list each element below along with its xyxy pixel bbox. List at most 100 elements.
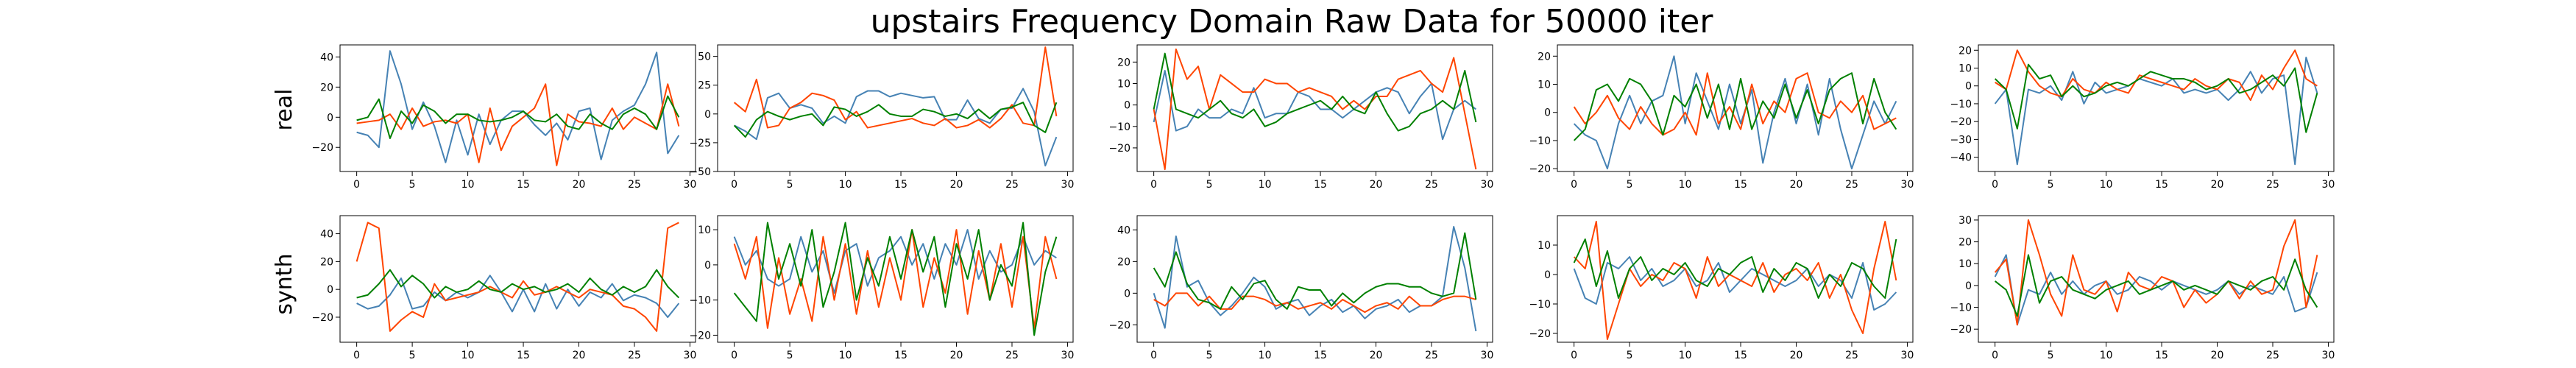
y-tick-label: 0 xyxy=(1965,81,1972,93)
x-tick-label: 20 xyxy=(1790,179,1803,191)
x-tick-label: 30 xyxy=(1901,350,1914,361)
series-line-1 xyxy=(733,229,1057,294)
series-line-3 xyxy=(1994,63,2318,133)
x-tick-label: 30 xyxy=(2322,179,2335,191)
axes-frame xyxy=(339,215,696,343)
y-tick-label: 10 xyxy=(1958,258,1972,270)
x-tick-label: 25 xyxy=(628,179,641,191)
x-tick-label: 0 xyxy=(731,350,737,361)
x-tick-label: 15 xyxy=(1314,179,1327,191)
series-line-1 xyxy=(1994,56,2318,166)
x-tick-label: 0 xyxy=(1571,179,1577,191)
subplot-synth-1: 0 5 10 15 20 25 30 −20 0 20 40 xyxy=(311,215,696,361)
x-tick-label: 30 xyxy=(1061,179,1075,191)
y-tick-label: −20 xyxy=(1529,328,1551,340)
x-tick-label: 10 xyxy=(839,179,852,191)
x-tick-label: 5 xyxy=(1627,179,1633,191)
series-line-3 xyxy=(733,102,1058,138)
series-line-3 xyxy=(1573,72,1897,141)
series-line-3 xyxy=(356,95,680,139)
x-tick-label: 5 xyxy=(787,350,793,361)
y-tick-label: 0 xyxy=(1965,280,1972,292)
x-tick-label: 15 xyxy=(2155,179,2168,191)
subplot-real-4: 0 5 10 15 20 25 30 −20 −10 0 10 20 xyxy=(1529,44,1914,191)
x-tick-label: 0 xyxy=(1150,179,1157,191)
y-tick-label: 10 xyxy=(1958,63,1972,74)
x-tick-label: 20 xyxy=(1370,179,1383,191)
y-tick-label: −10 xyxy=(689,295,711,307)
y-tick-label: 0 xyxy=(327,284,333,296)
axes-frame xyxy=(1557,44,1914,172)
x-tick-label: 15 xyxy=(517,350,530,361)
y-tick-label: −20 xyxy=(1950,116,1972,128)
x-tick-label: 25 xyxy=(2266,179,2279,191)
series-line-1 xyxy=(356,275,680,318)
x-tick-label: 0 xyxy=(1571,350,1577,361)
series-line-2 xyxy=(1573,72,1897,136)
x-tick-label: 30 xyxy=(1061,350,1075,361)
x-tick-label: 5 xyxy=(1206,350,1213,361)
axes-frame xyxy=(339,44,696,172)
x-tick-label: 30 xyxy=(1481,179,1494,191)
series-line-2 xyxy=(733,229,1058,329)
axes-frame xyxy=(717,215,1074,343)
y-tick-label: 40 xyxy=(320,52,333,63)
y-tick-label: −20 xyxy=(1108,143,1130,155)
y-tick-label: 10 xyxy=(1538,79,1551,91)
x-tick-label: 20 xyxy=(950,350,963,361)
subplot-real-5: 0 5 10 15 20 25 30 −40 −30 −20 −10 0 10 20 xyxy=(1950,44,2335,191)
axes-frame xyxy=(1978,215,2335,343)
y-tick-label: 20 xyxy=(320,256,333,268)
x-tick-label: 10 xyxy=(1679,350,1692,361)
axes-frame xyxy=(717,44,1074,172)
y-tick-label: −50 xyxy=(689,166,711,178)
x-tick-label: 10 xyxy=(2100,179,2113,191)
x-tick-label: 5 xyxy=(1206,179,1213,191)
y-tick-label: 20 xyxy=(1117,57,1130,68)
y-tick-label: 20 xyxy=(1117,256,1130,268)
series-line-2 xyxy=(1153,48,1477,171)
y-tick-label: −10 xyxy=(1529,299,1551,311)
axes-frame xyxy=(1136,215,1493,343)
series-line-1 xyxy=(1994,254,2318,326)
x-tick-label: 10 xyxy=(461,350,475,361)
x-tick-label: 15 xyxy=(1734,350,1747,361)
series-group xyxy=(733,222,1058,336)
y-tick-label: 40 xyxy=(320,229,333,241)
x-tick-label: 20 xyxy=(1790,350,1803,361)
y-tick-label: −20 xyxy=(1108,319,1130,331)
x-tick-label: 20 xyxy=(573,179,586,191)
y-tick-label: 0 xyxy=(1544,107,1551,119)
y-tick-label: −20 xyxy=(689,330,711,342)
x-tick-label: 25 xyxy=(1005,179,1019,191)
subplot-synth-2: 0 5 10 15 20 25 30 −20 −10 0 10 xyxy=(689,215,1075,361)
series-group xyxy=(1573,55,1897,170)
y-tick-label: −10 xyxy=(1950,99,1972,110)
x-tick-label: 10 xyxy=(2100,350,2113,361)
x-tick-label: 20 xyxy=(950,179,963,191)
series-line-2 xyxy=(1995,49,2318,102)
y-tick-label: −40 xyxy=(1950,152,1972,164)
y-tick-label: 0 xyxy=(704,260,711,272)
series-line-2 xyxy=(356,83,680,166)
y-tick-label: 10 xyxy=(1538,240,1551,252)
series-line-2 xyxy=(355,222,679,332)
x-tick-label: 5 xyxy=(2048,350,2054,361)
x-tick-label: 20 xyxy=(1370,350,1383,361)
x-tick-label: 25 xyxy=(628,350,641,361)
x-tick-label: 0 xyxy=(353,350,360,361)
y-tick-label: −20 xyxy=(1950,324,1972,336)
x-tick-label: 20 xyxy=(2211,350,2224,361)
series-group xyxy=(1994,49,2318,166)
y-tick-label: 0 xyxy=(704,109,711,121)
axes-frame xyxy=(1978,44,2335,172)
y-tick-label: 0 xyxy=(327,112,333,124)
x-tick-label: 5 xyxy=(2048,179,2054,191)
subplot-synth-3: 0 5 10 15 20 25 30 −20 0 20 40 xyxy=(1108,215,1493,361)
series-group xyxy=(1153,48,1477,171)
series-line-3 xyxy=(356,269,680,299)
y-tick-label: −20 xyxy=(1529,163,1551,175)
